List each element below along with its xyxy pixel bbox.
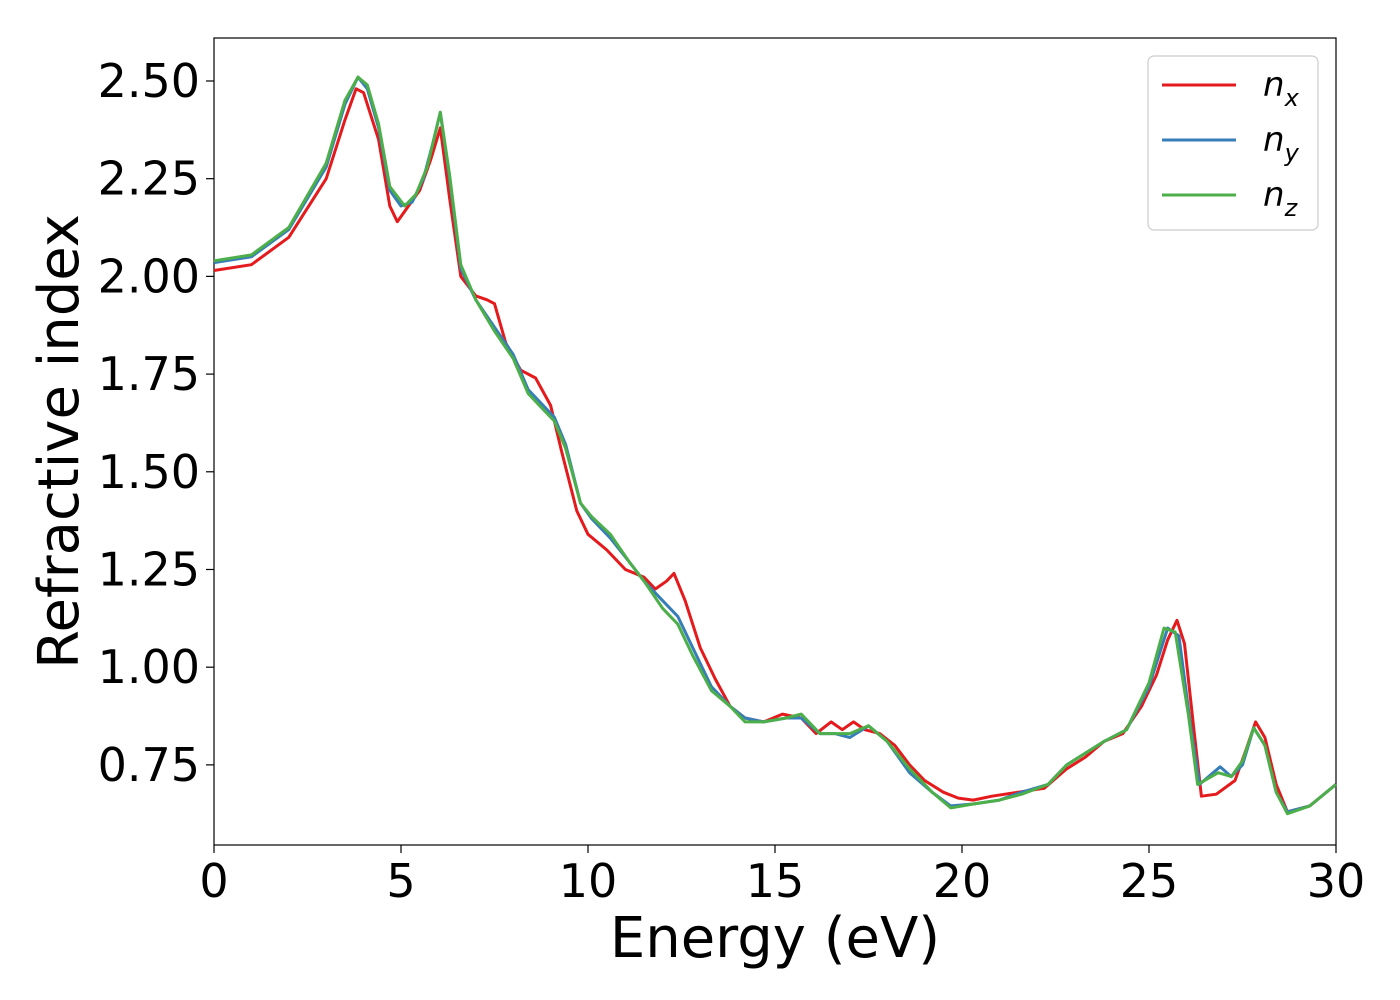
y-tick-label: 1.50 (98, 445, 200, 499)
legend: nx ny nz (1147, 55, 1319, 231)
series-lines (213, 75, 1337, 816)
x-tick-label: 10 (559, 854, 618, 908)
x-axis-ticks: 0 5 10 15 20 25 30 (199, 845, 1365, 908)
y-tick-label: 2.50 (98, 54, 200, 108)
y-tick-label: 2.00 (98, 249, 200, 303)
y-tick-label: 1.25 (98, 542, 200, 596)
y-axis-ticks: 0.75 1.00 1.25 1.50 1.75 2.00 2.25 2.50 (98, 54, 214, 792)
legend-box (1147, 55, 1319, 231)
x-tick-label: 15 (746, 854, 805, 908)
y-tick-label: 2.25 (98, 152, 200, 206)
x-tick-label: 30 (1307, 854, 1366, 908)
x-tick-label: 0 (199, 854, 228, 908)
legend-label-nz: nz (1263, 175, 1299, 222)
y-tick-label: 1.75 (98, 347, 200, 401)
series-line-nz (213, 75, 1337, 816)
x-tick-label: 20 (933, 854, 992, 908)
y-tick-label: 1.00 (98, 640, 200, 694)
y-axis-label: Refractive index (27, 214, 92, 669)
x-tick-label: 25 (1120, 854, 1179, 908)
y-tick-label: 0.75 (98, 738, 200, 792)
x-axis-label: Energy (eV) (610, 906, 940, 971)
legend-label-nx: nx (1263, 65, 1300, 112)
legend-label-ny: ny (1263, 120, 1300, 167)
x-tick-label: 5 (386, 854, 415, 908)
